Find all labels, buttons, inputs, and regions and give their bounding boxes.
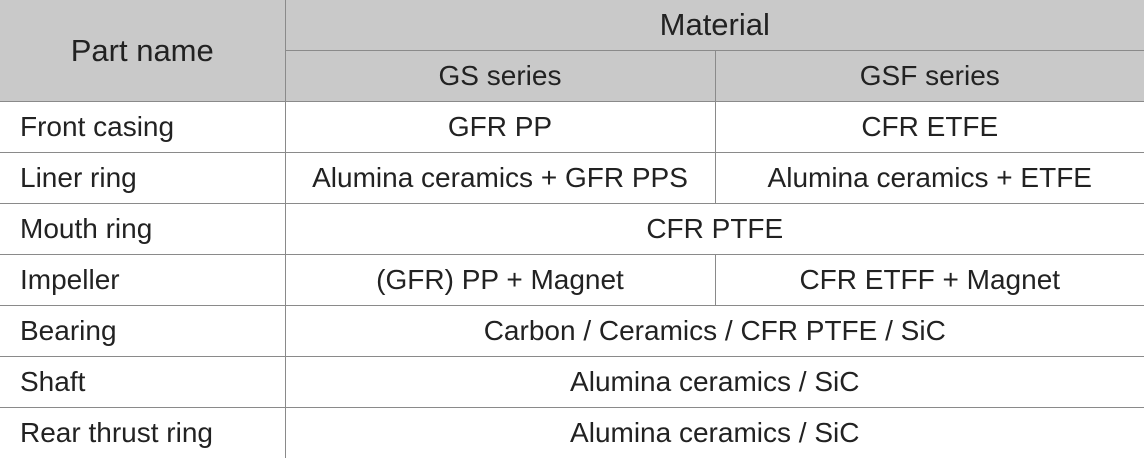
part-cell: Rear thrust ring: [0, 407, 286, 458]
header-cell: Part name: [0, 0, 286, 102]
material-table: Part name Material GS series GSF series …: [0, 0, 1144, 458]
header-cell: GSF series: [714, 50, 1144, 102]
table-row: Impeller (GFR) PP + Magnet CFR ETFF + Magn…: [0, 254, 1144, 306]
table-row: Mouth ring CFR PTFE: [0, 203, 1144, 255]
material-cell: GFR PP: [284, 101, 716, 153]
material-cell: (GFR) PP + Magnet: [284, 254, 716, 306]
header-row: Part name Material: [0, 0, 1144, 102]
material-cell: Alumina ceramics + GFR PPS: [284, 152, 716, 204]
material-cell: Alumina ceramics + ETFE: [714, 152, 1144, 204]
part-cell: Liner ring: [0, 152, 286, 204]
part-cell: Front casing: [0, 101, 286, 153]
material-cell: Carbon / Ceramics / CFR PTFE / SiC: [284, 305, 1144, 357]
table-row: Bearing Carbon / Ceramics / CFR PTFE / Si…: [0, 305, 1144, 357]
part-cell: Impeller: [0, 254, 286, 306]
table-row: Front casing GFR PP CFR ETFE: [0, 101, 1144, 153]
material-cell: Alumina ceramics / SiC: [284, 407, 1144, 458]
header-cell: Material: [284, 0, 1144, 51]
table-body: Part name Material GS series GSF series …: [0, 0, 1144, 458]
part-cell: Bearing: [0, 305, 286, 357]
material-cell: CFR PTFE: [284, 203, 1144, 255]
material-cell: CFR ETFE: [714, 101, 1144, 153]
material-cell: Alumina ceramics / SiC: [284, 356, 1144, 408]
part-cell: Mouth ring: [0, 203, 286, 255]
table-row: Shaft Alumina ceramics / SiC: [0, 356, 1144, 408]
table-row: Rear thrust ring Alumina ceramics / SiC: [0, 407, 1144, 458]
header-cell: GS series: [285, 50, 716, 102]
part-cell: Shaft: [0, 356, 286, 408]
material-cell: CFR ETFF + Magnet: [714, 254, 1144, 306]
table-row: Liner ring Alumina ceramics + GFR PPS Alum…: [0, 152, 1144, 204]
